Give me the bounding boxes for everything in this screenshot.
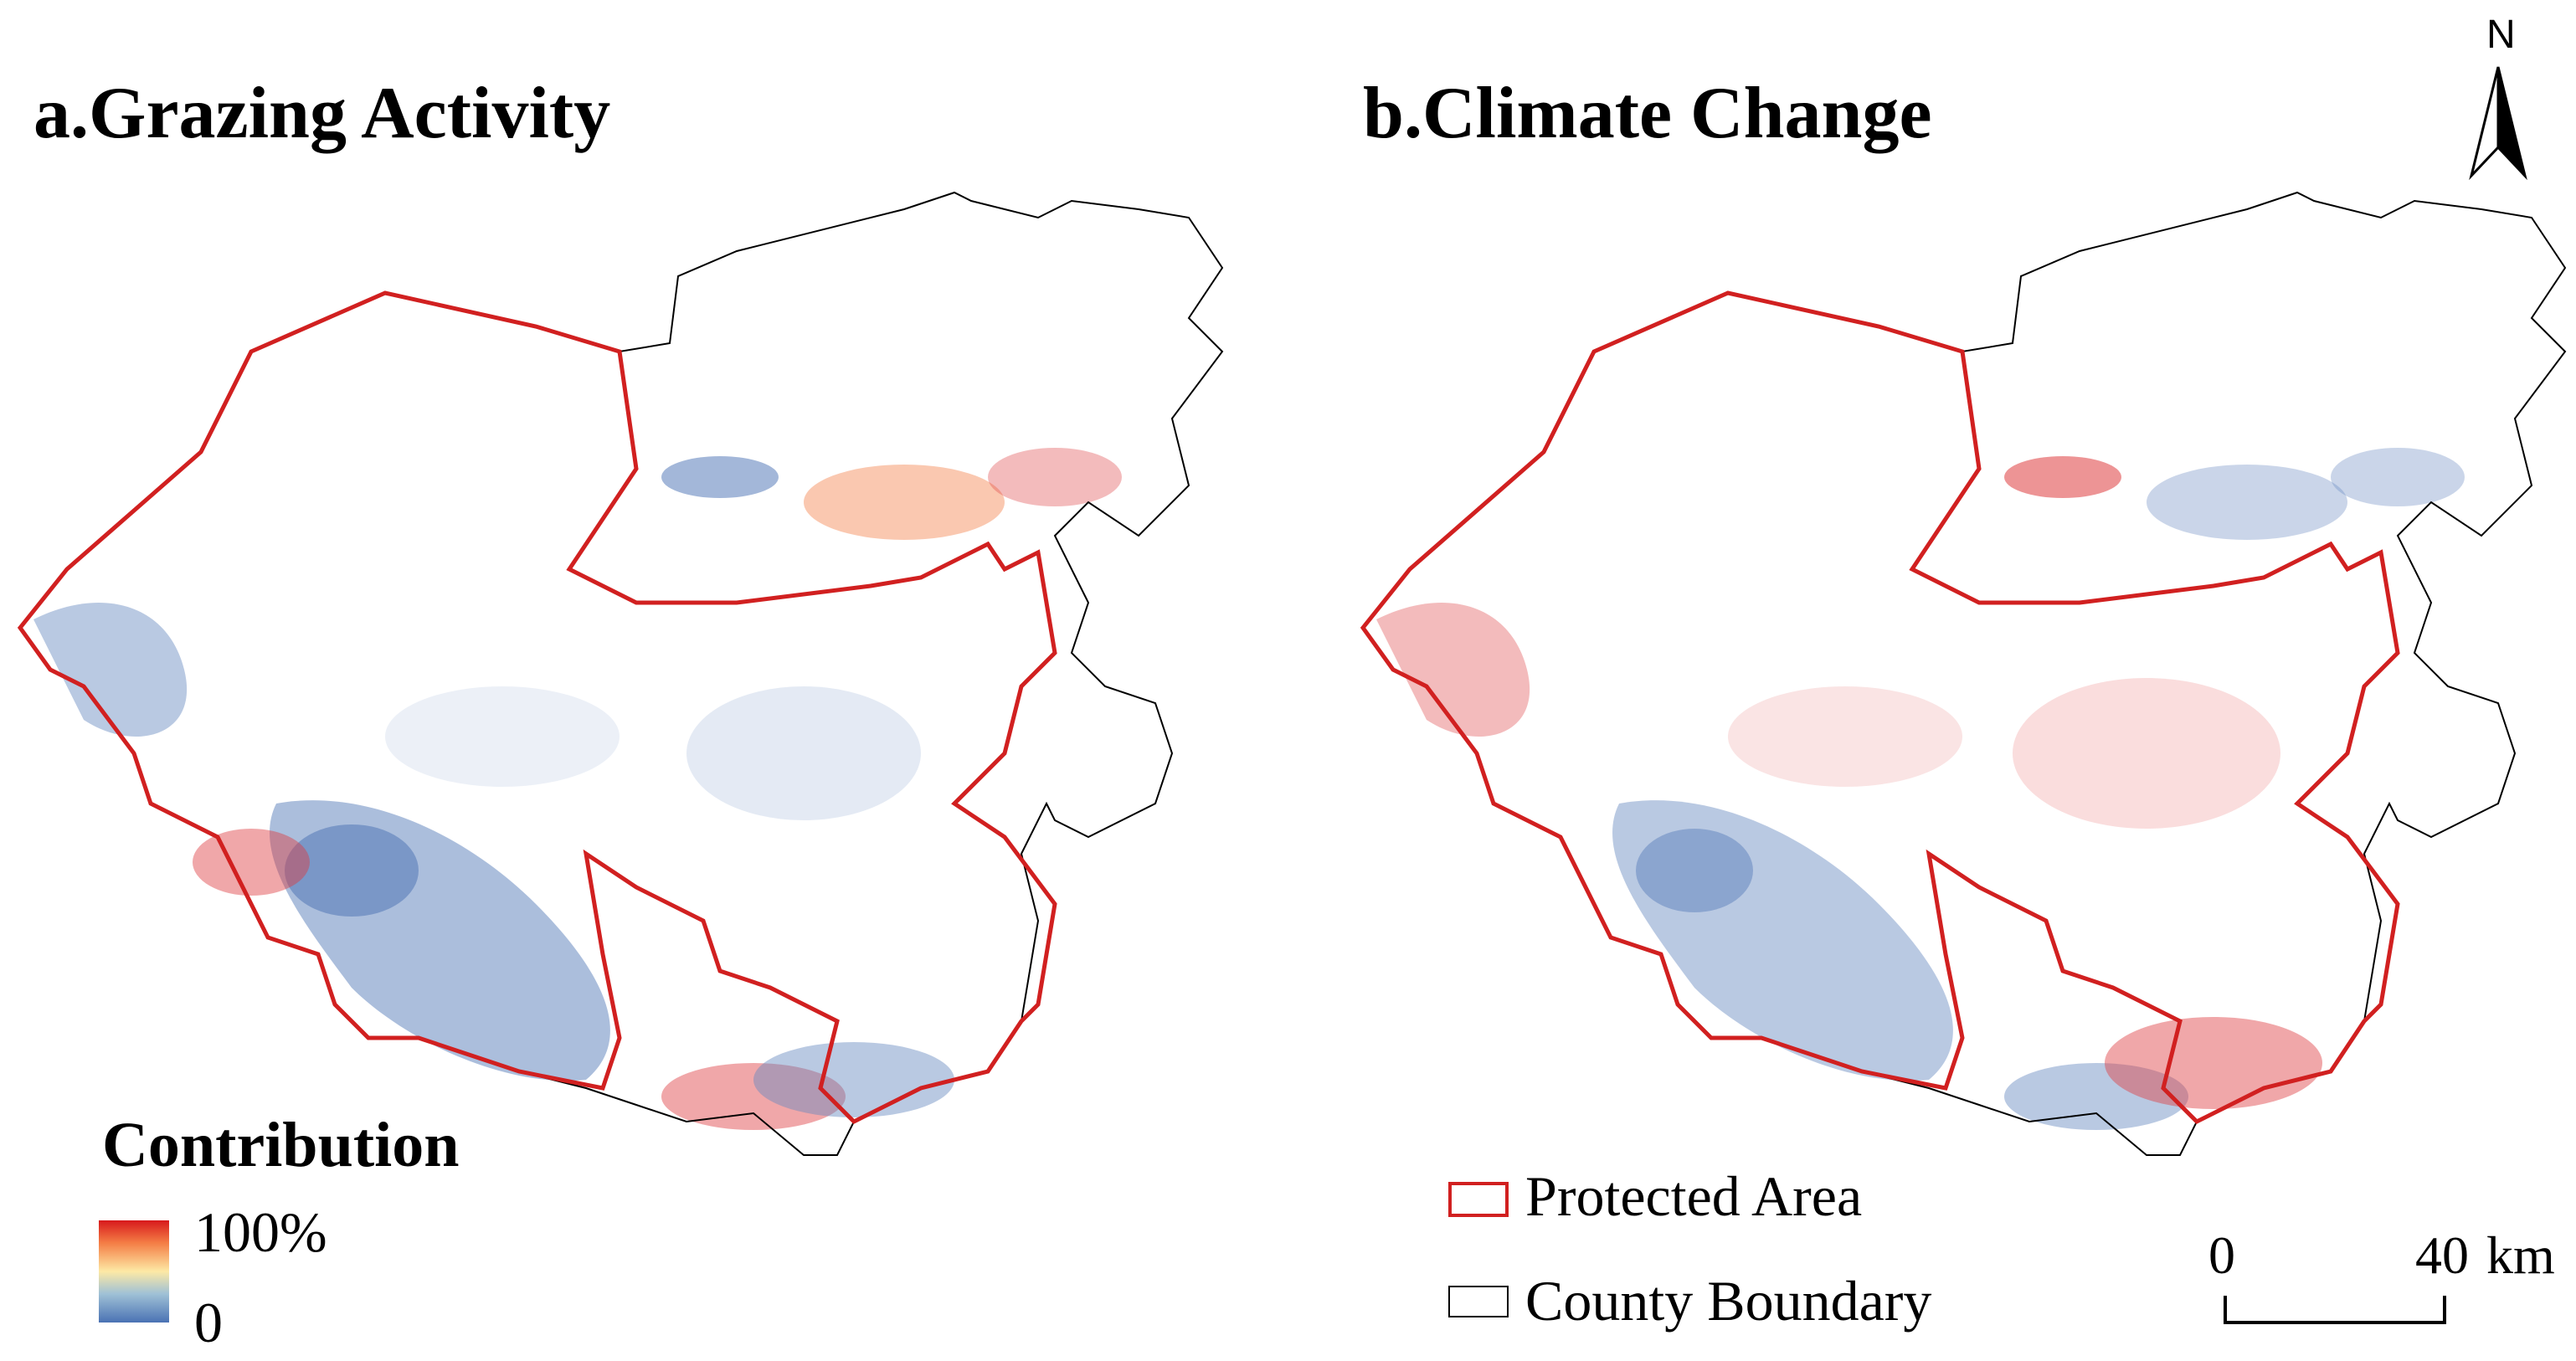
legend-ramp-max: 100% bbox=[194, 1200, 327, 1264]
county-boundary-a bbox=[19, 192, 1223, 1156]
legend-color-ramp bbox=[99, 1220, 169, 1322]
panel-a-title: a.Grazing Activity bbox=[33, 73, 611, 154]
legend-protected-label: Protected Area bbox=[1525, 1164, 1863, 1228]
scale-bar bbox=[2224, 1296, 2446, 1324]
scale-end-label: 40 bbox=[2415, 1225, 2469, 1285]
legend-county-label: County Boundary bbox=[1525, 1269, 1932, 1333]
legend-county-symbol bbox=[1448, 1286, 1509, 1317]
legend-contribution-title: Contribution bbox=[102, 1110, 460, 1180]
north-arrow-icon bbox=[2469, 66, 2527, 181]
legend-protected-symbol bbox=[1448, 1182, 1509, 1217]
map-panel-a bbox=[19, 192, 1223, 1156]
north-arrow-label: N bbox=[2486, 13, 2516, 57]
panel-b-title: b.Climate Change bbox=[1363, 73, 1932, 154]
scale-unit-label: km bbox=[2486, 1225, 2555, 1285]
scale-start-label: 0 bbox=[2208, 1225, 2235, 1285]
county-boundary-b bbox=[1362, 192, 2566, 1156]
contribution-raster-a bbox=[33, 448, 1122, 1130]
contribution-raster-b bbox=[1376, 448, 2465, 1130]
map-panel-b bbox=[1362, 192, 2566, 1156]
legend-ramp-min: 0 bbox=[194, 1291, 223, 1354]
